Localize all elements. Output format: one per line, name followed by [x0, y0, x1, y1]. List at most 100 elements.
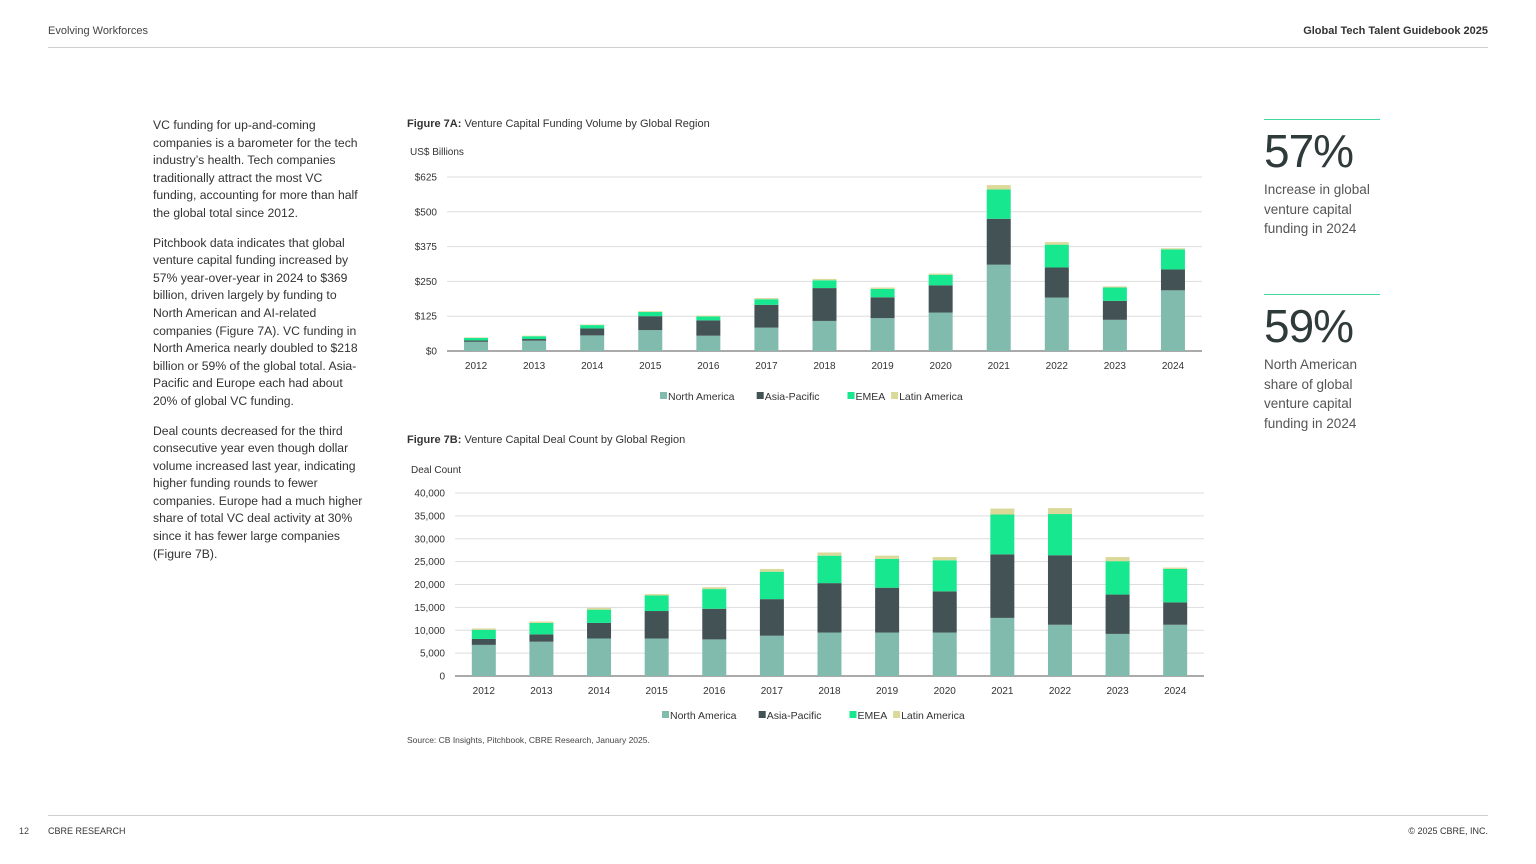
legend-label-emea: EMEA: [858, 710, 888, 722]
y-tick-label: 5,000: [420, 649, 445, 660]
bar-segment-asia-pacific-2024: [1160, 269, 1185, 291]
legend-label-north-america: North America: [670, 710, 737, 722]
figure-7a-title-text: Venture Capital Funding Volume by Global…: [464, 118, 710, 130]
bar-segment-emea-2015: [644, 595, 669, 612]
bar-segment-emea-2014: [587, 609, 612, 623]
bar-segment-asia-pacific-2019: [875, 587, 900, 633]
bar-segment-north-america-2014: [580, 335, 605, 351]
bar-segment-emea-2021: [990, 514, 1015, 555]
bar-segment-emea-2024: [1160, 249, 1185, 270]
bar-segment-north-america-2013: [529, 641, 554, 676]
bar-segment-latin-america-2013: [529, 621, 554, 623]
body-paragraph-3: Deal counts decreased for the third cons…: [153, 423, 363, 561]
bar-segment-latin-america-2024: [1160, 248, 1185, 250]
x-tick-label: 2023: [1104, 361, 1127, 372]
bar-segment-asia-pacific-2016: [696, 320, 721, 336]
bar-segment-emea-2016: [702, 589, 727, 609]
bar-segment-emea-2020: [932, 560, 957, 592]
footer-copyright: © 2025 CBRE, INC.: [1408, 826, 1488, 836]
bar-segment-asia-pacific-2013: [522, 339, 547, 341]
bar-segment-north-america-2012: [464, 341, 489, 351]
legend-swatch-emea: [849, 711, 857, 718]
bar-segment-north-america-2019: [875, 632, 900, 676]
bar-segment-north-america-2022: [1047, 624, 1072, 676]
bar-segment-north-america-2016: [702, 639, 727, 676]
legend-label-emea: EMEA: [856, 391, 886, 403]
body-paragraph-2: Pitchbook data indicates that global ven…: [153, 235, 358, 408]
stat-value-2: 59%: [1264, 300, 1354, 352]
x-tick-label: 2012: [465, 361, 488, 372]
bar-segment-emea-2016: [696, 316, 721, 321]
bar-segment-latin-america-2021: [990, 508, 1015, 515]
bar-segment-north-america-2018: [812, 320, 837, 351]
bar-segment-north-america-2014: [587, 638, 612, 676]
bar-segment-emea-2013: [529, 622, 554, 635]
legend-label-asia-pacific: Asia-Pacific: [767, 710, 822, 722]
bar-segment-north-america-2017: [754, 327, 779, 351]
x-tick-label: 2012: [473, 686, 496, 697]
bar-segment-north-america-2019: [870, 318, 895, 351]
x-tick-label: 2018: [818, 686, 841, 697]
bar-segment-north-america-2020: [928, 312, 953, 351]
bar-segment-emea-2024: [1163, 568, 1188, 603]
x-tick-label: 2021: [988, 361, 1011, 372]
figure-7b-chart: 0 5,000 10,000 15,000 20,000 25,000 30,000 35,0…: [414, 489, 1204, 722]
bar-segment-latin-america-2022: [1044, 242, 1069, 245]
bar-segment-latin-america-2014: [580, 324, 605, 326]
x-tick-label: 2018: [813, 361, 836, 372]
bar-segment-emea-2015: [638, 312, 663, 317]
header-section-title: Evolving Workforces: [48, 25, 149, 37]
bar-segment-emea-2017: [754, 299, 779, 305]
bar-segment-latin-america-2022: [1047, 508, 1072, 515]
y-tick-label: 40,000: [414, 489, 445, 500]
y-tick-label: $375: [415, 242, 438, 253]
bar-segment-asia-pacific-2019: [870, 297, 895, 319]
figure-7b-label: Figure 7B:: [407, 434, 462, 446]
bar-segment-emea-2017: [759, 571, 784, 600]
bar-segment-latin-america-2018: [817, 552, 842, 556]
x-tick-label: 2013: [530, 686, 553, 697]
figure-7a-label: Figure 7A:: [407, 118, 462, 130]
figure-7a-chart: $0 $125 $250 $375 $500 $625 2012 2013 2014 2015 20…: [415, 173, 1202, 403]
x-tick-label: 2016: [703, 686, 726, 697]
body-paragraph-1: VC funding for up-and-coming companies i…: [153, 118, 358, 220]
figure-7a-y-unit: US$ Billions: [410, 147, 464, 158]
bar-segment-north-america-2021: [986, 264, 1011, 351]
figure-7b-title: Figure 7B: Venture Capital Deal Count by…: [407, 434, 685, 446]
x-tick-label: 2024: [1162, 361, 1185, 372]
x-tick-label: 2020: [934, 686, 957, 697]
bar-segment-latin-america-2018: [812, 278, 837, 281]
bar-segment-latin-america-2016: [702, 587, 727, 590]
bar-segment-asia-pacific-2018: [812, 288, 837, 321]
bar-segment-emea-2020: [928, 274, 953, 286]
legend-swatch-asia-pacific: [756, 392, 764, 399]
legend-label-asia-pacific: Asia-Pacific: [765, 391, 820, 403]
figure-7b-title-text: Venture Capital Deal Count by Global Reg…: [464, 434, 686, 446]
bar-segment-north-america-2022: [1044, 297, 1069, 351]
x-tick-label: 2020: [930, 361, 953, 372]
bar-segment-latin-america-2021: [986, 185, 1011, 190]
bar-segment-asia-pacific-2017: [759, 599, 784, 636]
stat-callout-2: 59% North American share of global ventu…: [1264, 294, 1380, 433]
bar-segment-asia-pacific-2023: [1102, 300, 1127, 320]
legend-label-latin-america: Latin America: [901, 710, 965, 722]
x-tick-label: 2017: [761, 686, 784, 697]
x-tick-label: 2013: [523, 361, 546, 372]
page-number: 12: [19, 826, 30, 836]
bar-segment-emea-2023: [1105, 561, 1130, 595]
x-tick-label: 2019: [876, 686, 899, 697]
y-tick-label: 30,000: [414, 534, 445, 545]
bar-segment-north-america-2017: [759, 635, 784, 676]
bar-segment-emea-2022: [1047, 514, 1072, 556]
legend-swatch-asia-pacific: [758, 711, 766, 718]
bar-segment-latin-america-2012: [471, 628, 496, 630]
legend-label-latin-america: Latin America: [899, 391, 963, 403]
bar-segment-emea-2018: [817, 555, 842, 584]
bar-segment-latin-america-2024: [1163, 567, 1188, 569]
bar-segment-emea-2021: [986, 189, 1011, 219]
bar-segment-north-america-2021: [990, 617, 1015, 676]
figure-7a-title: Figure 7A: Venture Capital Funding Volum…: [407, 118, 710, 130]
stat-desc-2: North American share of global venture c…: [1264, 357, 1358, 431]
x-tick-label: 2017: [755, 361, 778, 372]
legend-swatch-latin-america: [893, 711, 901, 718]
